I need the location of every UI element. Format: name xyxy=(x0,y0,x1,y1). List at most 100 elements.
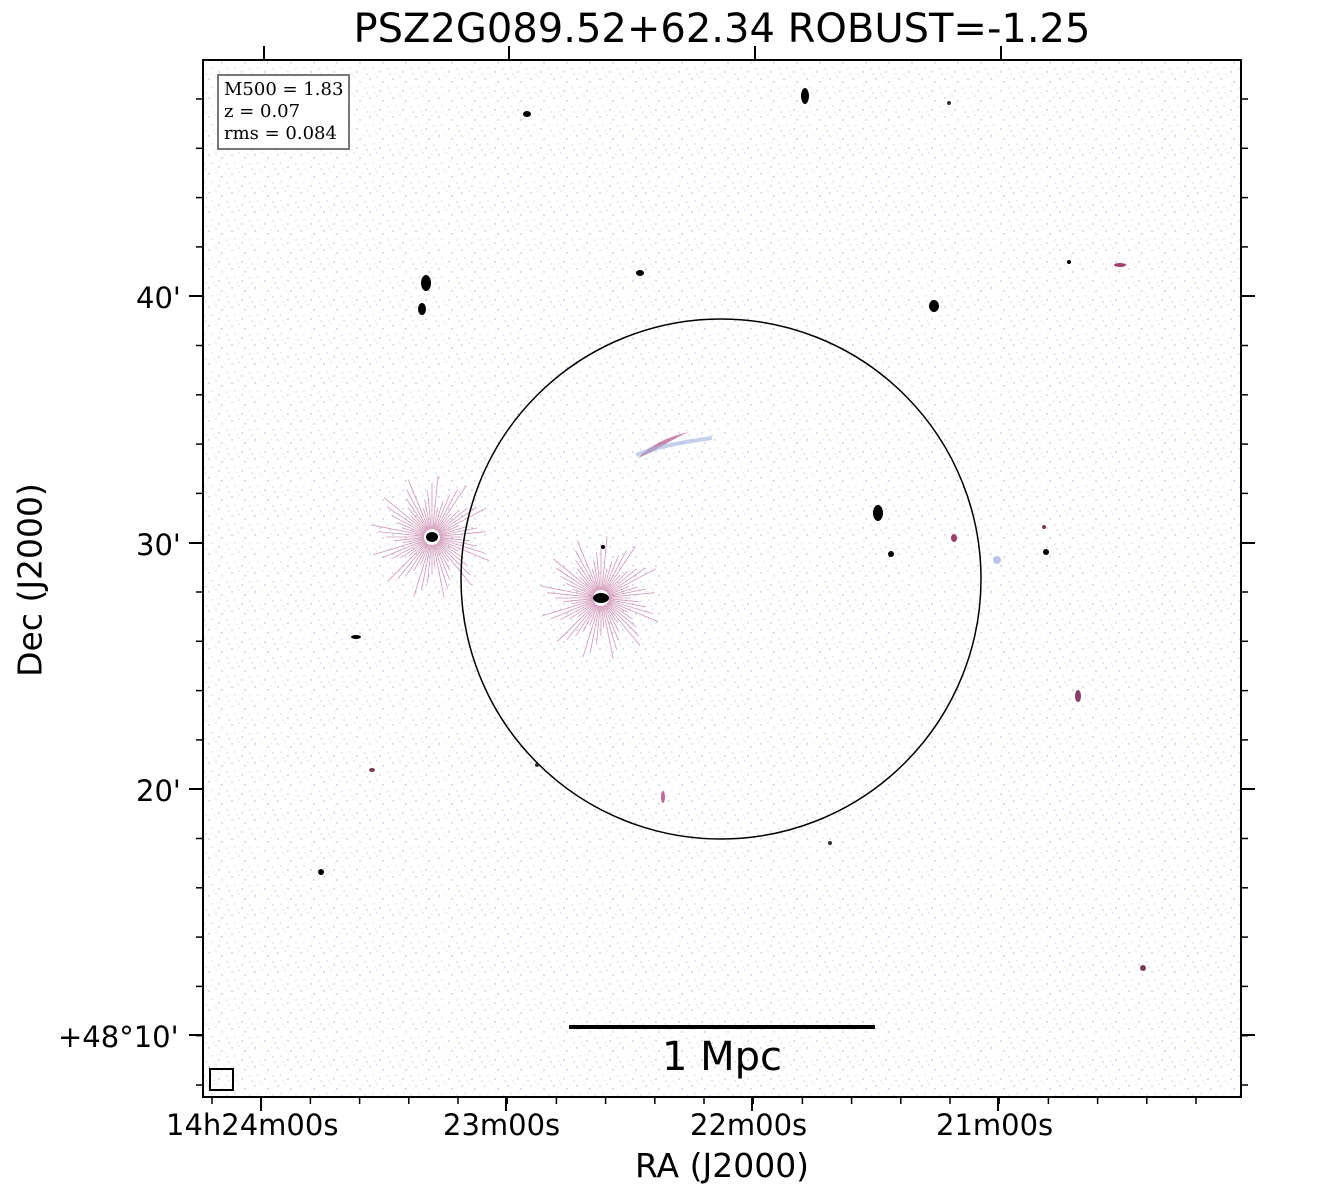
source-blob xyxy=(636,270,644,276)
mass-label: M500 = 1.83 xyxy=(224,79,344,100)
source-ray xyxy=(439,525,460,535)
source-ray xyxy=(607,568,656,595)
rms-label: rms = 0.084 xyxy=(224,123,337,144)
source-ray xyxy=(566,603,597,640)
r500-circle xyxy=(460,318,982,840)
source-ray xyxy=(569,602,595,620)
source-ray xyxy=(601,605,605,628)
source-ray xyxy=(402,538,425,544)
source-blob xyxy=(1075,690,1081,702)
plot-frame xyxy=(202,59,1242,1098)
source-ray xyxy=(386,506,426,533)
source-ray xyxy=(606,570,629,593)
source-ray xyxy=(437,507,468,533)
source-ray xyxy=(579,576,596,593)
source-ray xyxy=(576,568,597,593)
source-ray xyxy=(436,485,467,531)
source-blob xyxy=(426,532,438,542)
source-ray xyxy=(576,540,599,591)
source-ray xyxy=(408,541,427,557)
source-blob xyxy=(873,505,883,521)
source-ray xyxy=(439,537,470,542)
source-ray xyxy=(407,479,430,530)
scale-bar-label: 1 Mpc xyxy=(661,1034,783,1080)
source-ray xyxy=(589,605,599,626)
axis-ticks xyxy=(189,46,1255,1111)
source-ray xyxy=(560,575,595,595)
y-axis-label-text: Dec (J2000) xyxy=(10,483,50,677)
x-tick-label: 21m00s xyxy=(936,1108,1054,1142)
source-ray xyxy=(605,604,619,624)
y-tick-label: +48°10' xyxy=(58,1020,179,1054)
source-ray xyxy=(608,599,653,615)
source-ray xyxy=(387,542,427,582)
source-ray xyxy=(590,605,600,652)
source-ray xyxy=(607,602,633,620)
source-ray xyxy=(420,544,430,565)
source-ray xyxy=(572,588,594,597)
source-ray xyxy=(371,524,425,536)
beam-box xyxy=(209,1068,234,1091)
source-ray xyxy=(608,598,639,603)
source-blob xyxy=(828,841,832,845)
source-ray xyxy=(608,600,659,623)
source-ray xyxy=(604,604,620,632)
source-ray xyxy=(608,588,647,597)
source-ray xyxy=(437,541,468,567)
source-ray xyxy=(582,605,600,658)
source-blob xyxy=(418,303,426,315)
source-ray xyxy=(575,550,598,592)
redshift-label: z = 0.07 xyxy=(224,101,301,122)
source-blob xyxy=(1067,260,1071,264)
source-blob xyxy=(523,111,531,117)
source-blob xyxy=(661,791,665,803)
source-ray xyxy=(381,539,425,559)
source-ray xyxy=(432,475,439,530)
source-ray xyxy=(552,558,596,594)
source-ray xyxy=(391,540,426,560)
source-ray xyxy=(547,592,594,598)
source-ray xyxy=(439,539,490,562)
source-ray xyxy=(575,604,597,637)
source-blob xyxy=(318,869,324,875)
source-ray xyxy=(439,538,478,547)
source-ray xyxy=(421,544,431,591)
plot-title: PSZ2G089.52+62.34 ROBUST=-1.25 xyxy=(353,6,1091,52)
source-blob xyxy=(351,635,361,639)
source-blob xyxy=(888,551,894,557)
source-blob xyxy=(993,556,1001,564)
source-ray xyxy=(434,544,450,580)
source-ray xyxy=(439,538,484,554)
source-ray xyxy=(413,544,431,597)
source-ray xyxy=(433,544,445,598)
source-ray xyxy=(394,537,425,542)
source-ray xyxy=(438,541,464,559)
source-ray xyxy=(435,489,458,531)
source-ray xyxy=(436,542,472,586)
source-ray xyxy=(606,603,640,637)
radio-sources xyxy=(318,88,1146,971)
source-ray xyxy=(556,603,596,643)
source-blob xyxy=(369,768,375,772)
source-ray xyxy=(577,602,596,618)
source-ray xyxy=(608,586,638,597)
source-ray xyxy=(436,543,450,563)
source-ray xyxy=(605,603,641,647)
source-blob xyxy=(947,101,951,105)
source-ray xyxy=(596,605,601,644)
source-ray xyxy=(372,538,425,556)
source-ray xyxy=(432,544,436,567)
source-ray xyxy=(438,540,459,552)
source-ray xyxy=(607,567,647,594)
source-ray xyxy=(439,531,486,537)
source-ray xyxy=(571,599,594,605)
source-ray xyxy=(550,600,594,620)
source-ray xyxy=(435,543,451,571)
source-blob xyxy=(1114,263,1126,267)
source-ray xyxy=(378,531,425,537)
source-ray xyxy=(560,601,595,621)
source-ray xyxy=(424,499,431,530)
source-ray xyxy=(396,522,425,535)
source-ray xyxy=(608,586,629,596)
